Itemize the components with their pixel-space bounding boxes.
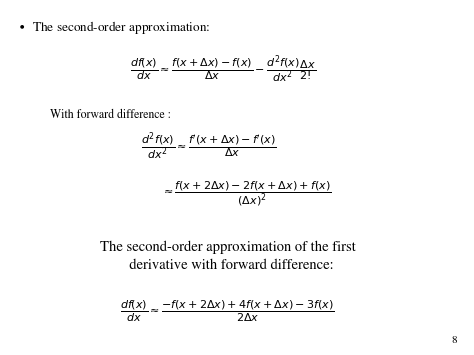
Text: The second-order approximation of the first
  derivative with forward difference: The second-order approximation of the fi… — [100, 240, 356, 272]
Text: $\bullet\;$ The second-order approximation:: $\bullet\;$ The second-order approximati… — [17, 18, 210, 36]
Text: $\dfrac{df(x)}{dx} \approx \dfrac{-f(x+2\Delta x)+4f(x+\Delta x)-3f(x)}{2\Delta : $\dfrac{df(x)}{dx} \approx \dfrac{-f(x+2… — [120, 298, 335, 323]
Text: With forward difference :: With forward difference : — [50, 109, 171, 121]
Text: $\dfrac{d^2f(x)}{dx^2} \approx \dfrac{f'(x+\Delta x)-f'(x)}{\Delta x}$: $\dfrac{d^2f(x)}{dx^2} \approx \dfrac{f'… — [141, 130, 277, 162]
Text: 8: 8 — [452, 335, 457, 345]
Text: $\approx \dfrac{f(x+2\Delta x)-2f(x+\Delta x)+f(x)}{(\Delta x)^2}$: $\approx \dfrac{f(x+2\Delta x)-2f(x+\Del… — [161, 179, 331, 208]
Text: $\dfrac{df(x)}{dx} \approx \dfrac{f(x+\Delta x)-f(x)}{\Delta x} - \dfrac{d^2f(x): $\dfrac{df(x)}{dx} \approx \dfrac{f(x+\D… — [130, 54, 316, 85]
